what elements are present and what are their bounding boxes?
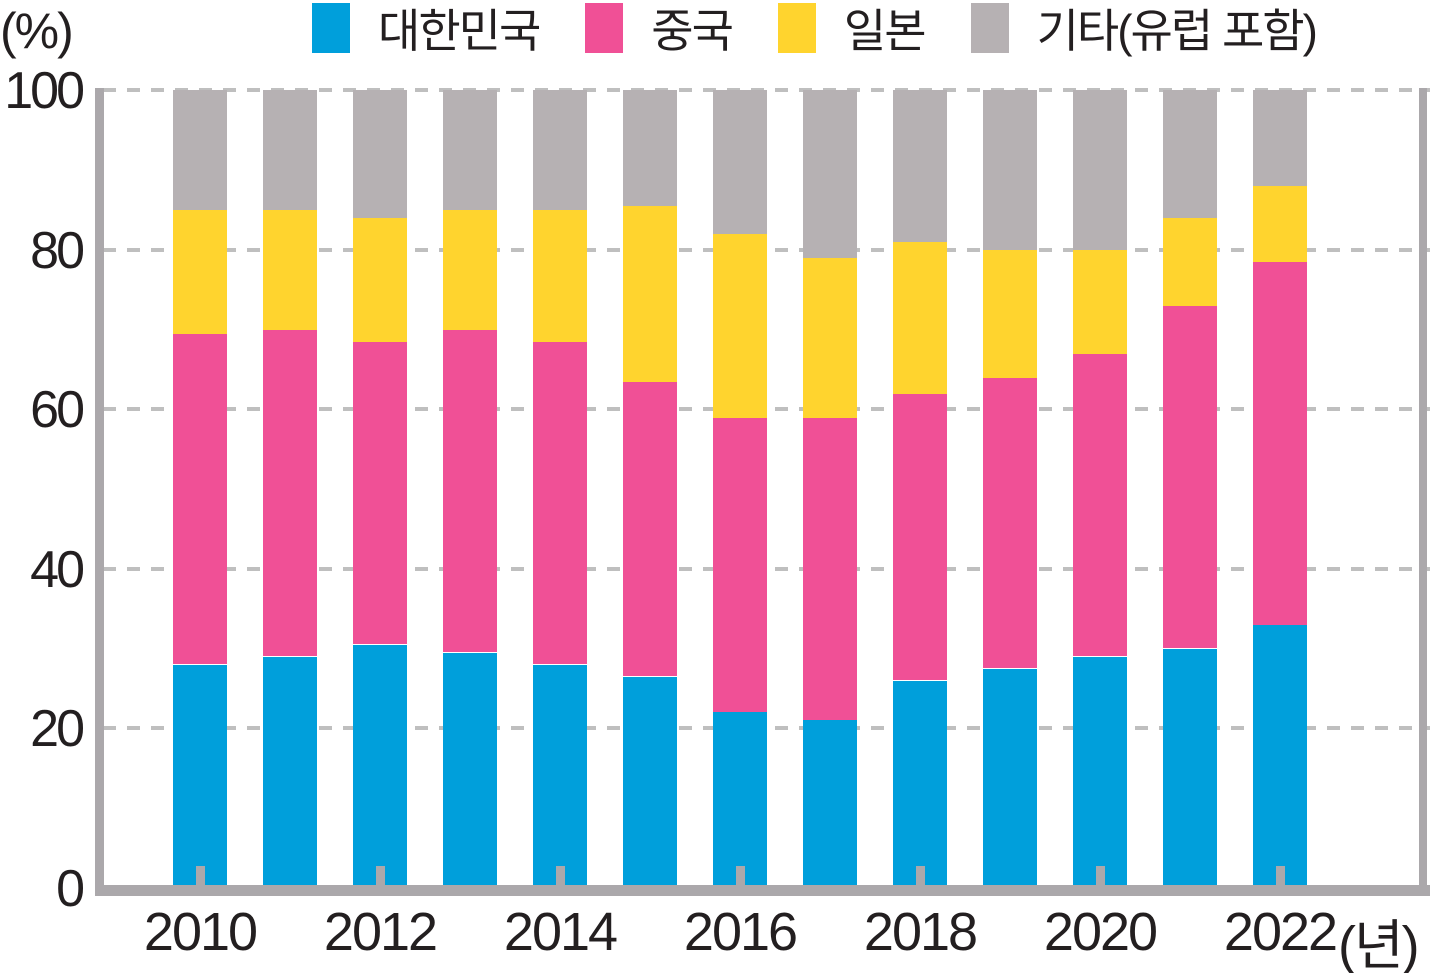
x-tick-2020 <box>1096 866 1105 888</box>
y-tick-label-60: 60 <box>30 381 85 439</box>
legend: 대한민국 중국 일본 기타(유럽 포함) <box>312 0 1318 57</box>
bar-segment-2014-china <box>533 341 587 664</box>
bar-segment-2021-others <box>1163 90 1217 218</box>
bar-segment-2022-korea <box>1253 625 1307 888</box>
y-tick-label-80: 80 <box>30 222 85 280</box>
legend-label-china: 중국 <box>651 5 734 57</box>
bar-segment-2016-others <box>713 90 767 234</box>
bar-segment-2019-japan <box>983 250 1037 378</box>
bar-segment-2018-others <box>893 90 947 242</box>
legend-label-others: 기타(유럽 포함) <box>1036 5 1318 57</box>
bar-segment-2011-others <box>263 90 317 210</box>
x-tick-label-2018: 2018 <box>863 902 978 962</box>
x-tick-label-2010: 2010 <box>143 902 258 962</box>
bar-segment-2020-japan <box>1073 250 1127 354</box>
legend-swatch-japan <box>777 3 816 53</box>
bar-segment-2011-china <box>263 329 317 656</box>
bar-segment-2015-others <box>623 90 677 206</box>
x-axis-line <box>95 885 1430 896</box>
bar-segment-2013-china <box>443 329 497 652</box>
legend-label-korea: 대한민국 <box>378 5 541 57</box>
legend-item-others: 기타(유럽 포함) <box>970 0 1318 61</box>
bar-segment-2021-korea <box>1163 649 1217 888</box>
bar-segment-2018-korea <box>893 681 947 888</box>
bar-segment-2013-korea <box>443 653 497 888</box>
legend-swatch-china <box>585 3 624 53</box>
y-tick-label-100: 100 <box>4 62 85 120</box>
bar-segment-2010-china <box>173 333 227 664</box>
x-tick-2018 <box>916 866 925 888</box>
bar-segment-2012-korea <box>353 645 407 888</box>
bar-segment-2012-others <box>353 90 407 218</box>
bar-segment-2016-china <box>713 417 767 712</box>
bar-segment-2013-japan <box>443 210 497 330</box>
bar-segment-2017-japan <box>803 258 857 418</box>
bar-segment-2020-korea <box>1073 657 1127 888</box>
legend-swatch-others <box>970 3 1009 53</box>
x-tick-label-2022: 2022 <box>1223 902 1338 962</box>
bar-segment-2019-korea <box>983 669 1037 888</box>
bar-segment-2017-china <box>803 417 857 720</box>
x-tick-label-2020: 2020 <box>1043 902 1158 962</box>
legend-label-japan: 일본 <box>843 5 927 57</box>
x-axis-unit-label: (년) <box>1338 916 1420 973</box>
y-tick-label-0: 0 <box>56 860 85 918</box>
x-tick-2010 <box>196 866 205 888</box>
x-tick-2014 <box>556 866 565 888</box>
bar-segment-2021-japan <box>1163 218 1217 306</box>
y-axis-unit-label: (%) <box>0 3 74 59</box>
legend-item-china: 중국 <box>585 0 734 61</box>
bar-segment-2013-others <box>443 90 497 210</box>
y-tick-label-20: 20 <box>30 700 85 758</box>
bar-segment-2022-china <box>1253 262 1307 625</box>
bar-segment-2014-korea <box>533 665 587 888</box>
bar-segment-2015-japan <box>623 206 677 382</box>
x-tick-2012 <box>376 866 385 888</box>
x-tick-2016 <box>736 866 745 888</box>
bar-segment-2011-japan <box>263 210 317 330</box>
bar-segment-2012-china <box>353 341 407 644</box>
bar-segment-2022-japan <box>1253 186 1307 262</box>
legend-item-japan: 일본 <box>777 0 927 61</box>
bar-segment-2017-others <box>803 90 857 258</box>
legend-swatch-korea <box>312 3 350 53</box>
bar-segment-2010-korea <box>173 665 227 888</box>
bar-segment-2015-korea <box>623 677 677 888</box>
x-tick-label-2014: 2014 <box>503 902 618 962</box>
bar-segment-2010-japan <box>173 210 227 334</box>
bar-segment-2018-japan <box>893 242 947 394</box>
bar-segment-2020-china <box>1073 353 1127 656</box>
legend-item-korea: 대한민국 <box>312 0 541 61</box>
bar-segment-2016-japan <box>713 234 767 418</box>
y-tick-label-40: 40 <box>30 541 85 599</box>
x-tick-label-2016: 2016 <box>683 902 798 962</box>
bar-segment-2010-others <box>173 90 227 210</box>
bar-segment-2011-korea <box>263 657 317 888</box>
bar-segment-2020-others <box>1073 90 1127 250</box>
bar-segment-2019-china <box>983 377 1037 668</box>
bar-segment-2014-japan <box>533 210 587 342</box>
bar-segment-2017-korea <box>803 720 857 888</box>
y-axis-line <box>95 88 104 895</box>
bar-segment-2018-china <box>893 393 947 680</box>
plot-right-border-line <box>1419 88 1427 895</box>
bar-segment-2021-china <box>1163 305 1217 648</box>
bar-segment-2016-korea <box>713 712 767 888</box>
bar-segment-2022-others <box>1253 90 1307 186</box>
bar-segment-2014-others <box>533 90 587 210</box>
bar-segment-2012-japan <box>353 218 407 342</box>
bar-segment-2015-china <box>623 381 677 676</box>
bar-segment-2019-others <box>983 90 1037 250</box>
x-tick-label-2012: 2012 <box>323 902 438 962</box>
x-tick-2022 <box>1276 866 1285 888</box>
